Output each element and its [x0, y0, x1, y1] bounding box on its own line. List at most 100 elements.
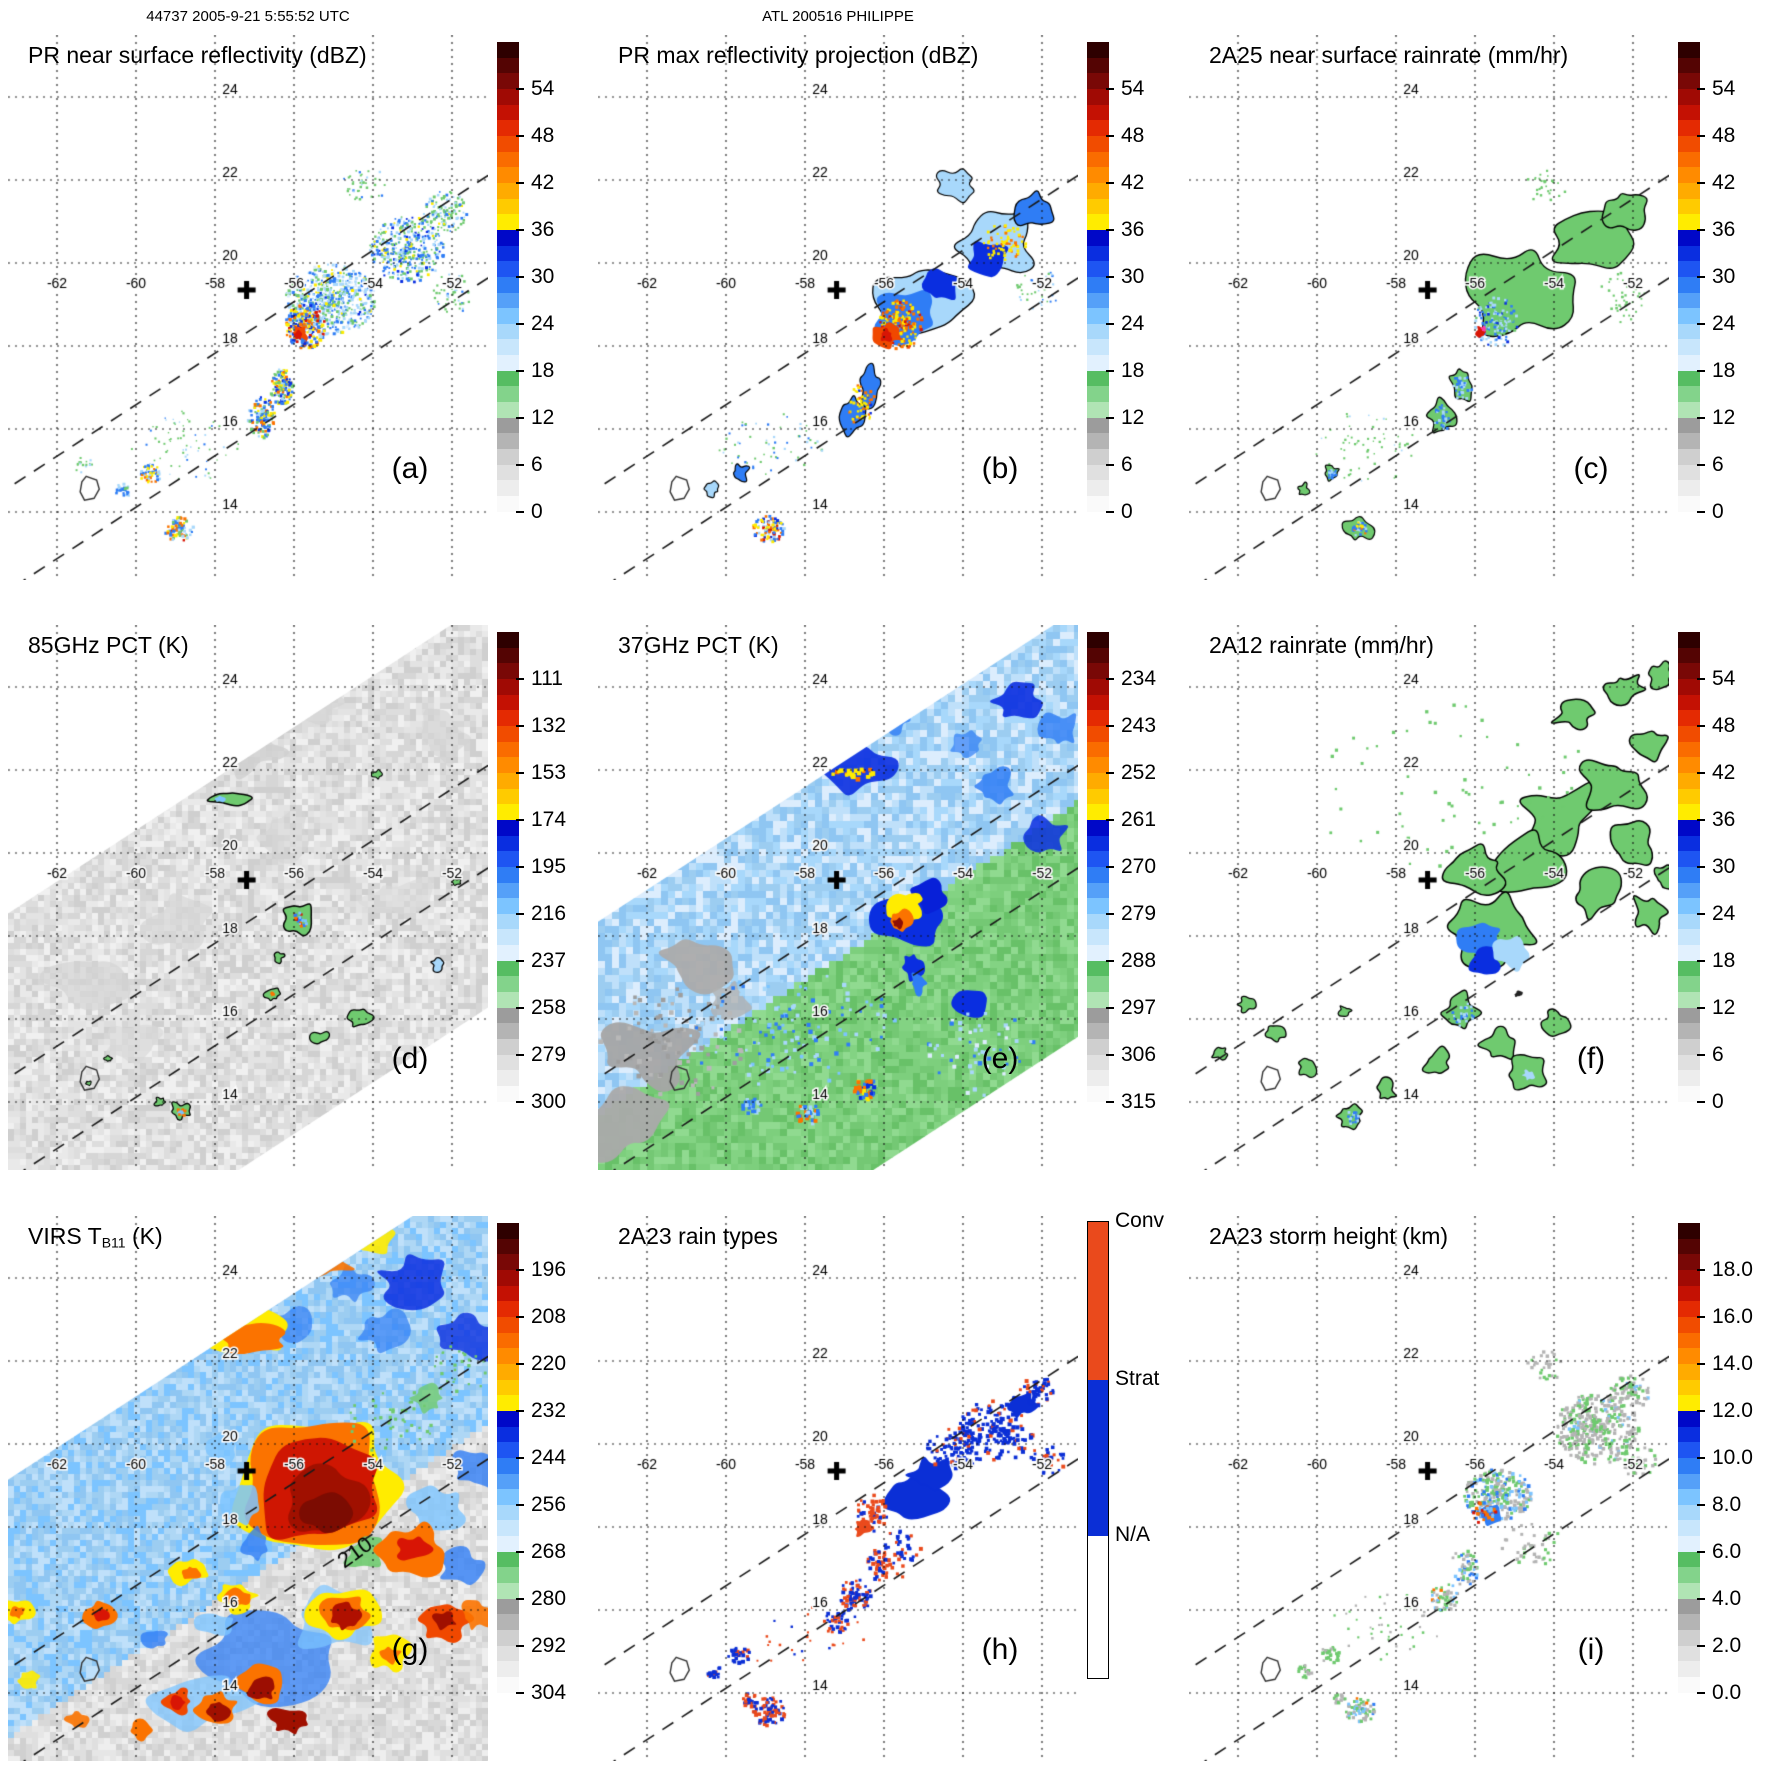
colorbar-segment [1678, 229, 1700, 246]
colorbar-segment [1087, 245, 1109, 262]
colorbar-segment [497, 496, 519, 512]
colorbar-segment [1087, 1007, 1109, 1024]
map-canvas-h [598, 1216, 1078, 1761]
colorbar-tick [1106, 88, 1114, 90]
colorbar-segment [497, 913, 519, 930]
colorbar-segment [497, 772, 519, 789]
colorbar-segment [1087, 370, 1109, 387]
colorbar-segment [1678, 73, 1700, 89]
colorbar-tick-label: 288 [1121, 949, 1157, 972]
panel-title: 85GHz PCT (K) [28, 632, 189, 658]
panel-letter: (g) [391, 1633, 429, 1666]
colorbar-tick [516, 913, 524, 915]
colorbar-segment [1678, 804, 1700, 820]
colorbar-segment [1087, 835, 1109, 852]
panel-a: PR near surface reflectivity (dBZ) (a) 5… [0, 0, 590, 590]
colorbar-tick [1106, 1101, 1114, 1103]
panel-title: 2A23 storm height (km) [1209, 1223, 1449, 1249]
colorbar-tick-label: 304 [531, 1681, 567, 1704]
colorbar-segment [1678, 1348, 1700, 1364]
colorbar-segment [1678, 945, 1700, 961]
colorbar-tick [1697, 1504, 1705, 1506]
colorbar-segment [497, 1536, 519, 1552]
colorbar-segment [1678, 678, 1700, 695]
colorbar-segment [1087, 1039, 1109, 1055]
colorbar-segment [1678, 1070, 1700, 1087]
colorbar-segment [497, 960, 519, 977]
colorbar-segment [497, 245, 519, 262]
colorbar-segment [1087, 851, 1109, 867]
colorbar-tick-label: 132 [531, 714, 567, 737]
colorbar-tick [1697, 182, 1705, 184]
colorbar-tick-label: 6 [1712, 453, 1724, 476]
colorbar-tick-label: 6 [1712, 1043, 1724, 1066]
colorbar-tick-label: 18 [1121, 359, 1145, 382]
colorbar-tick-label: 42 [531, 171, 555, 194]
colorbar-segment [1087, 898, 1109, 914]
colorbar-tick [1106, 276, 1114, 278]
colorbar [1678, 632, 1700, 1102]
colorbar-segment [1678, 198, 1700, 215]
panel-letter: (h) [981, 1633, 1019, 1666]
panel-b: PR max reflectivity projection (dBZ) (b)… [590, 0, 1180, 590]
colorbar-tick-label: 234 [1121, 667, 1157, 690]
colorbar-tick [516, 772, 524, 774]
colorbar-segment [1087, 804, 1109, 820]
header-storm-name: ATL 200516 PHILIPPE [762, 8, 914, 25]
colorbar-segment [1678, 725, 1700, 742]
colorbar-segment [497, 73, 519, 89]
colorbar-tick [516, 1504, 524, 1506]
colorbar-segment [497, 88, 519, 105]
colorbar-segment [497, 292, 519, 309]
colorbar-tick [1106, 135, 1114, 137]
colorbar-tick [1106, 417, 1114, 419]
colorbar-tick [516, 960, 524, 962]
colorbar-tick [516, 464, 524, 466]
colorbar-segment [1087, 449, 1109, 465]
colorbar-segment [497, 229, 519, 246]
colorbar-tick-label: 14.0 [1712, 1352, 1753, 1375]
colorbar-segment [497, 1677, 519, 1693]
panel-i: 2A23 storm height (km) (i) 18.0 16.0 14.0 1… [1181, 1181, 1771, 1771]
colorbar-segment [1678, 992, 1700, 1008]
colorbar-tick [516, 323, 524, 325]
colorbar-tick-label: 30 [1121, 265, 1145, 288]
colorbar-segment [1678, 449, 1700, 465]
colorbar-segment [1678, 355, 1700, 371]
map-canvas-b [598, 35, 1078, 580]
colorbar-segment [497, 647, 519, 664]
colorbar-segment [1087, 355, 1109, 371]
colorbar-segment [497, 632, 519, 648]
panel-letter: (a) [391, 452, 429, 485]
colorbar-tick-label: 195 [531, 855, 567, 878]
colorbar-segment [497, 1039, 519, 1055]
colorbar-segment [497, 464, 519, 481]
colorbar-segment [497, 1285, 519, 1302]
panel-letter: (b) [981, 452, 1019, 485]
colorbar-tick-label: 216 [531, 902, 567, 925]
panel-letter: (d) [391, 1042, 429, 1075]
colorbar-tick [1697, 1410, 1705, 1412]
colorbar-segment [497, 1598, 519, 1615]
colorbar-tick [1697, 135, 1705, 137]
colorbar-tick-label: 42 [1712, 171, 1736, 194]
colorbar-tick-label: 0 [1121, 500, 1133, 523]
colorbar-segment [1087, 1023, 1109, 1040]
colorbar-segment [1087, 913, 1109, 930]
colorbar-segment [1678, 370, 1700, 387]
colorbar-tick [1697, 1269, 1705, 1271]
colorbar-segment [1087, 167, 1109, 183]
colorbar-segment [497, 261, 519, 277]
map-canvas-g [8, 1216, 488, 1761]
colorbar-tick-label: 153 [531, 761, 567, 784]
colorbar-segment [1678, 1551, 1700, 1568]
colorbar-tick-label: 279 [531, 1043, 567, 1066]
colorbar-tick [1697, 960, 1705, 962]
colorbar-segment [1678, 663, 1700, 679]
colorbar-tick [1697, 229, 1705, 231]
colorbar-segment [1678, 1661, 1700, 1678]
colorbar-segment [1087, 710, 1109, 726]
colorbar-tick-label: 42 [1712, 761, 1736, 784]
colorbar-segment [1087, 725, 1109, 742]
colorbar-tick-label: 54 [1121, 77, 1145, 100]
